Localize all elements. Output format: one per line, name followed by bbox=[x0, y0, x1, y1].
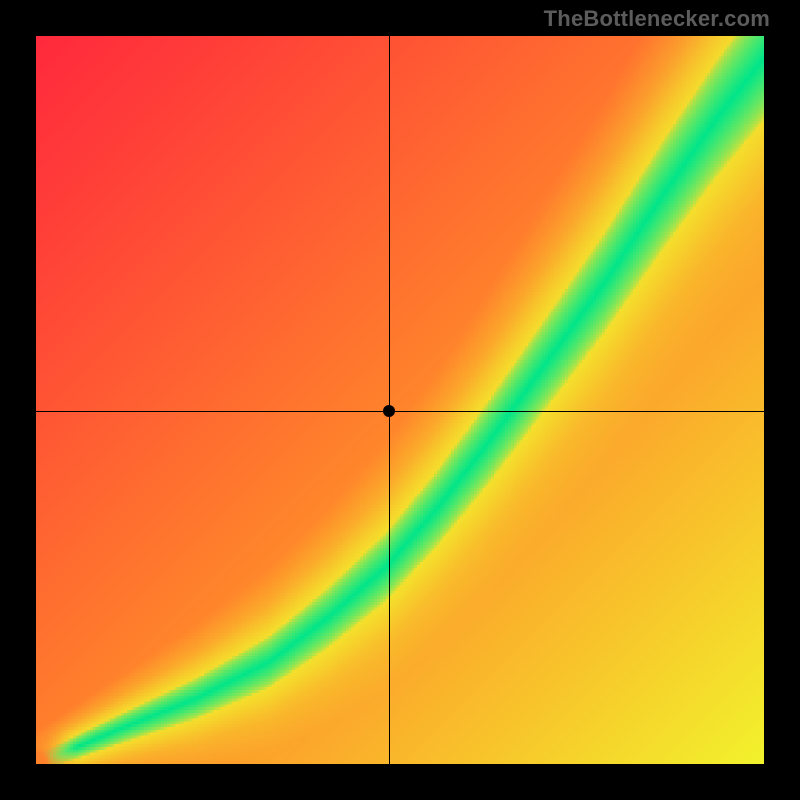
watermark-text: TheBottlenecker.com bbox=[544, 6, 770, 32]
heatmap-canvas bbox=[36, 36, 764, 764]
datapoint-marker bbox=[383, 405, 395, 417]
chart-container: { "watermark": { "text": "TheBottlenecke… bbox=[0, 0, 800, 800]
plot-area bbox=[36, 36, 764, 764]
crosshair-horizontal bbox=[36, 411, 764, 412]
crosshair-vertical bbox=[389, 36, 390, 764]
